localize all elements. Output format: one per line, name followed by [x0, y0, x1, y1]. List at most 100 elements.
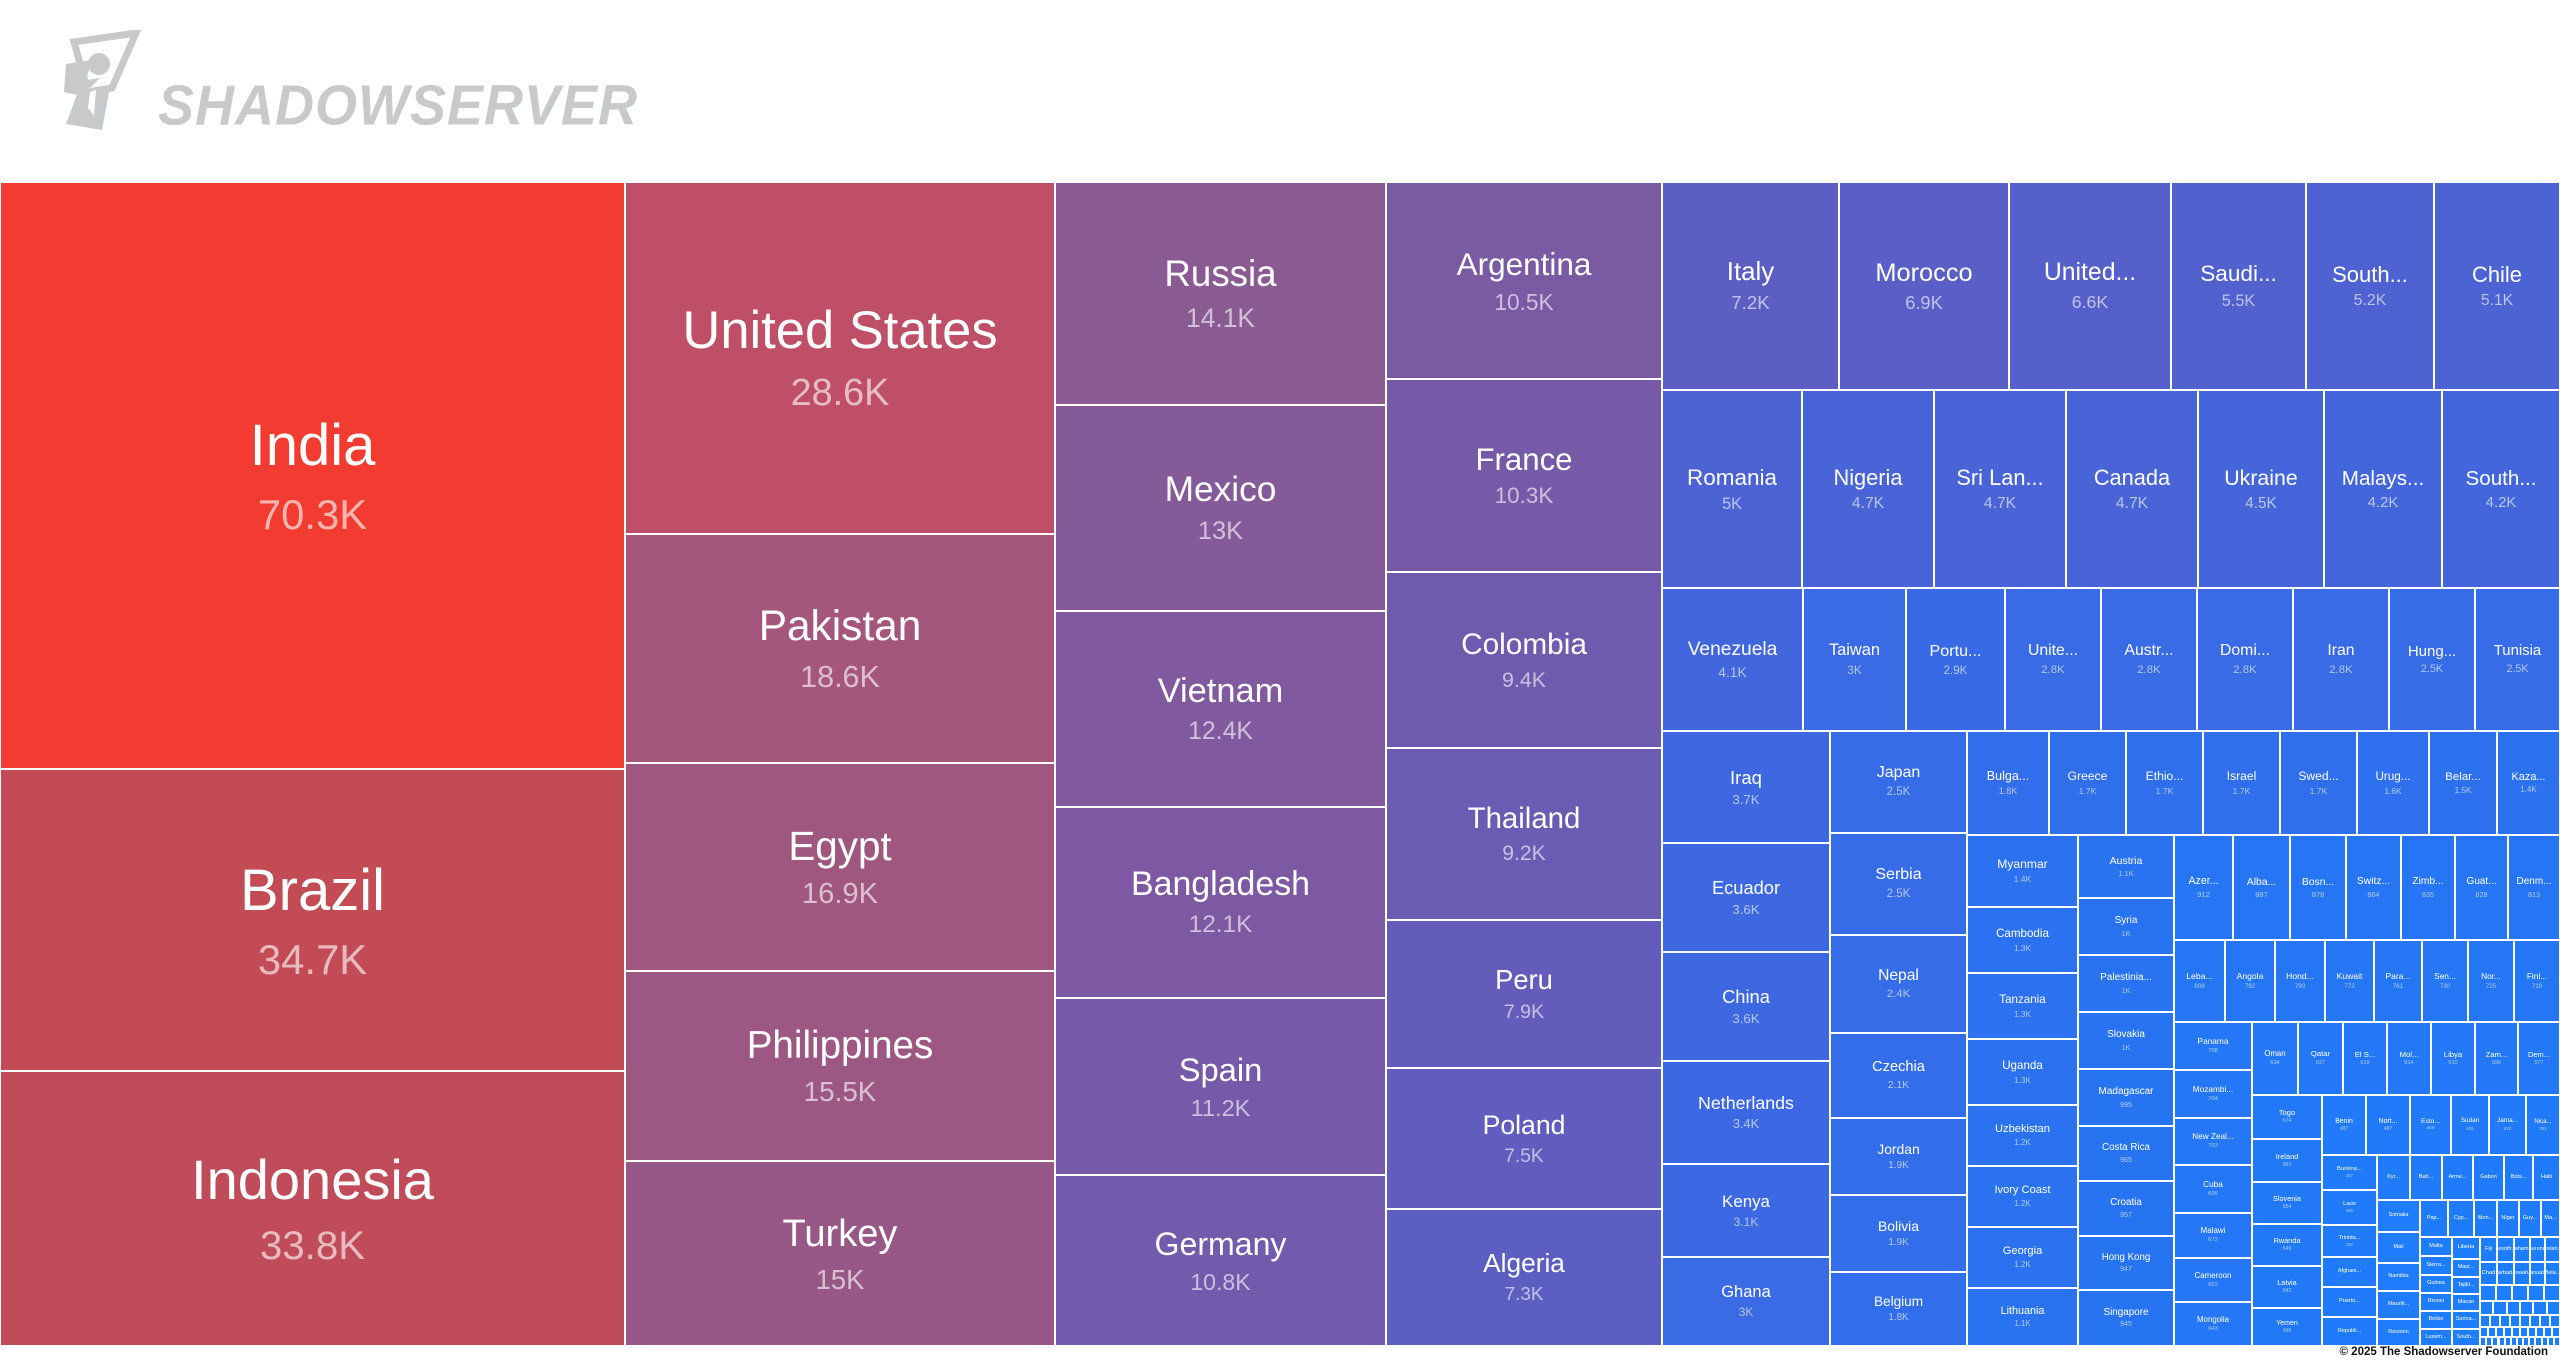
treemap-cell-costa-rica[interactable]: Costa Rica 965 [2078, 1126, 2174, 1181]
treemap-cell-jama[interactable]: Jama... 410 [2489, 1095, 2526, 1155]
treemap-cell-uzbekistan[interactable]: Uzbekistan 1.2K [1967, 1105, 2078, 1166]
treemap-cell-greece[interactable]: Greece 1.7K [2049, 731, 2126, 835]
treemap-cell-sierra[interactable]: Sierra... [2420, 1256, 2452, 1275]
treemap-cell-el-s[interactable]: El S... 619 [2343, 1022, 2387, 1095]
treemap-cell-kaza[interactable]: Kaza... 1.4K [2497, 731, 2560, 835]
treemap-cell-serbia[interactable]: Serbia 2.5K [1830, 833, 1967, 935]
treemap-cell-panama[interactable]: Panama 708 [2174, 1022, 2252, 1070]
treemap-cell-cameroon[interactable]: Cameroon 652 [2174, 1258, 2252, 1302]
treemap-cell-bolivia[interactable]: Bolivia 1.9K [1830, 1195, 1967, 1272]
treemap-cell-kuwait[interactable]: Kuwait 772 [2325, 940, 2374, 1022]
treemap-cell-algeria[interactable]: Algeria 7.3K [1386, 1209, 1662, 1346]
treemap-cell-slovakia[interactable]: Slovakia 1K [2078, 1012, 2174, 1069]
treemap-cell-somalia[interactable]: Somalia [2377, 1200, 2420, 1232]
treemap-micro-cell[interactable] [2533, 1301, 2547, 1315]
treemap-cell-pap[interactable]: Pap... [2420, 1200, 2448, 1237]
treemap-cell-mauriti[interactable]: Mauriti... [2377, 1291, 2420, 1319]
treemap-cell-georgia[interactable]: Georgia 1.2K [1967, 1227, 2078, 1288]
treemap-cell-baham[interactable]: Baham... [2514, 1237, 2530, 1262]
treemap-cell-angola[interactable]: Angola 792 [2225, 940, 2275, 1022]
treemap-micro-cell[interactable] [2480, 1301, 2494, 1315]
treemap-cell-niger[interactable]: Niger [2497, 1200, 2519, 1237]
treemap-cell-mozambi[interactable]: Mozambi... 704 [2174, 1070, 2252, 1118]
treemap-cell-unite[interactable]: Unite... 2.8K [2005, 588, 2101, 731]
treemap-cell-italy[interactable]: Italy 7.2K [1662, 182, 1839, 390]
treemap-cell-togo[interactable]: Togo 574 [2252, 1095, 2322, 1139]
treemap-cell-esto[interactable]: Esto... 458 [2410, 1095, 2451, 1155]
treemap-cell-liberia[interactable]: Liberia [2452, 1237, 2480, 1259]
treemap-cell-libya[interactable]: Libya 610 [2431, 1022, 2475, 1095]
treemap-micro-cell[interactable] [2512, 1327, 2520, 1337]
treemap-cell-turkey[interactable]: Turkey 15K [625, 1161, 1055, 1346]
treemap-cell-bah[interactable]: Bah... [2410, 1155, 2442, 1200]
treemap-micro-cell[interactable] [2536, 1327, 2544, 1337]
treemap-cell-zam[interactable]: Zam... 596 [2475, 1022, 2518, 1095]
treemap-cell-sri-lan[interactable]: Sri Lan... 4.7K [1934, 390, 2066, 588]
treemap-cell-lithuania[interactable]: Lithuania 1.1K [1967, 1288, 2078, 1346]
treemap-cell-domi[interactable]: Domi... 2.8K [2197, 588, 2293, 731]
treemap-cell-guinea[interactable]: Guinea [2420, 1275, 2452, 1293]
treemap-cell-nort[interactable]: Nort... 487 [2366, 1095, 2410, 1155]
treemap-cell-south[interactable]: South... 4.2K [2442, 390, 2560, 588]
treemap-cell-ivory-coast[interactable]: Ivory Coast 1.2K [1967, 1166, 2078, 1227]
treemap-cell-sudan[interactable]: Sudan 425 [2451, 1095, 2489, 1155]
treemap-cell-bulga[interactable]: Bulga... 1.8K [1967, 731, 2049, 835]
treemap-cell-hung[interactable]: Hung... 2.5K [2389, 588, 2475, 731]
treemap-micro-cell[interactable] [2547, 1337, 2554, 1346]
treemap-cell-chile[interactable]: Chile 5.1K [2434, 182, 2560, 390]
treemap-cell-alba[interactable]: Alba... 887 [2233, 835, 2290, 940]
treemap-cell-nigeria[interactable]: Nigeria 4.7K [1802, 390, 1934, 588]
treemap-cell-belgium[interactable]: Belgium 1.8K [1830, 1272, 1967, 1346]
treemap-micro-cell[interactable] [2544, 1327, 2552, 1337]
treemap-cell-peru[interactable]: Peru 7.9K [1386, 920, 1662, 1068]
treemap-cell-russia[interactable]: Russia 14.1K [1055, 182, 1386, 405]
treemap-cell-zimb[interactable]: Zimb... 835 [2401, 835, 2455, 940]
treemap-micro-cell[interactable] [2510, 1315, 2520, 1327]
treemap-cell-rwanda[interactable]: Rwanda 549 [2252, 1224, 2322, 1266]
treemap-micro-cell[interactable] [2546, 1301, 2560, 1315]
treemap-micro-cell[interactable] [2520, 1315, 2530, 1327]
treemap-cell-ghana[interactable]: Ghana 3K [1662, 1257, 1830, 1346]
treemap-cell-colombia[interactable]: Colombia 9.4K [1386, 572, 1662, 748]
treemap-cell-bots[interactable]: Bots... [2504, 1155, 2533, 1200]
treemap-cell-macao[interactable]: Macao [2452, 1294, 2480, 1311]
treemap-cell-tanzania[interactable]: Tanzania 1.3K [1967, 973, 2078, 1039]
treemap-cell-swed[interactable]: Swed... 1.7K [2280, 731, 2357, 835]
treemap-cell-brazil[interactable]: Brazil 34.7K [0, 769, 625, 1071]
treemap-micro-cell[interactable] [2500, 1315, 2510, 1327]
treemap-micro-cell[interactable] [2504, 1327, 2512, 1337]
treemap-micro-cell[interactable] [2492, 1337, 2499, 1346]
treemap-cell-sen[interactable]: Sen... 730 [2422, 940, 2468, 1022]
treemap-cell-philippines[interactable]: Philippines 15.5K [625, 971, 1055, 1161]
treemap-micro-cell[interactable] [2529, 1337, 2536, 1346]
treemap-cell-uganda[interactable]: Uganda 1.3K [1967, 1039, 2078, 1105]
treemap-micro-cell[interactable] [2480, 1327, 2488, 1337]
treemap-micro-cell[interactable] [2480, 1337, 2487, 1346]
treemap-cell-belar[interactable]: Belar... 1.5K [2429, 731, 2497, 835]
treemap-cell-laos[interactable]: Laos 366 [2322, 1190, 2377, 1225]
treemap-micro-cell[interactable] [2540, 1315, 2550, 1327]
treemap-cell-new-zeal[interactable]: New Zeal... 703 [2174, 1118, 2252, 1165]
treemap-cell-thailand[interactable]: Thailand 9.2K [1386, 748, 1662, 920]
treemap-cell-ethio[interactable]: Ethio... 1.7K [2126, 731, 2203, 835]
treemap-cell-maur[interactable]: Maur... [2452, 1259, 2480, 1277]
treemap-cell-mon[interactable]: Mon... [2474, 1200, 2497, 1237]
treemap-micro-cell[interactable] [2550, 1315, 2560, 1327]
treemap-cell-gabon[interactable]: Gabon [2473, 1155, 2504, 1200]
treemap-cell-cambodia[interactable]: Cambodia 1.3K [1967, 907, 2078, 973]
treemap-cell-bosn[interactable]: Bosn... 878 [2290, 835, 2346, 940]
treemap-cell-ecuador[interactable]: Ecuador 3.6K [1662, 843, 1830, 952]
treemap-cell-jordan[interactable]: Jordan 1.9K [1830, 1118, 1967, 1195]
treemap-cell-iraq[interactable]: Iraq 3.7K [1662, 731, 1830, 843]
treemap-micro-cell[interactable] [2488, 1327, 2496, 1337]
treemap-cell-united[interactable]: United... 6.6K [2009, 182, 2171, 390]
treemap-micro-cell[interactable] [2486, 1337, 2493, 1346]
treemap-cell-france[interactable]: France 10.3K [1386, 379, 1662, 572]
treemap-cell-madagascar[interactable]: Madagascar 995 [2078, 1069, 2174, 1126]
treemap-cell-para[interactable]: Para... 761 [2374, 940, 2422, 1022]
treemap-cell-nica[interactable]: Nica... 382 [2526, 1095, 2560, 1155]
treemap-cell-reunion[interactable]: Reunion [2377, 1319, 2420, 1346]
treemap-cell-venezuela[interactable]: Venezuela 4.1K [1662, 588, 1803, 731]
treemap-cell-japan[interactable]: Japan 2.5K [1830, 731, 1967, 833]
treemap-cell-guat[interactable]: Guat... 828 [2455, 835, 2508, 940]
